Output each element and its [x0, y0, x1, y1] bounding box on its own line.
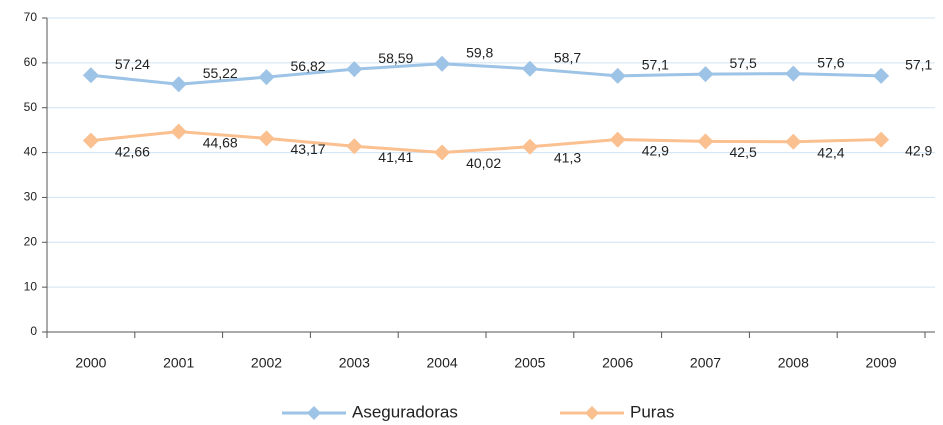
- data-label: 44,68: [203, 134, 238, 150]
- legend-marker: [307, 406, 321, 420]
- marker: [258, 69, 275, 86]
- marker: [785, 133, 802, 150]
- data-label: 43,17: [291, 141, 326, 157]
- x-tick-label: 2001: [163, 355, 194, 371]
- y-tick-label: 30: [24, 190, 38, 204]
- marker: [873, 67, 890, 84]
- x-tick-label: 2002: [251, 355, 282, 371]
- data-label: 42,4: [817, 145, 844, 161]
- marker: [697, 133, 714, 150]
- data-label: 42,66: [115, 143, 150, 159]
- data-label: 41,3: [554, 149, 581, 165]
- x-tick-label: 2000: [75, 355, 106, 371]
- y-tick-label: 10: [24, 279, 38, 293]
- x-tick-label: 2005: [514, 355, 545, 371]
- marker: [609, 67, 626, 84]
- marker: [434, 144, 451, 161]
- marker: [434, 55, 451, 72]
- data-label: 42,5: [730, 144, 757, 160]
- x-tick-label: 2003: [339, 355, 370, 371]
- x-tick-label: 2007: [690, 355, 721, 371]
- legend-label: Aseguradoras: [352, 402, 458, 421]
- series-line: [90, 130, 882, 154]
- y-tick-label: 50: [24, 100, 38, 114]
- data-label: 58,7: [554, 49, 581, 65]
- data-label: 42,9: [642, 142, 669, 158]
- data-label: 58,59: [378, 50, 413, 66]
- marker: [258, 130, 275, 147]
- x-tick-label: 2004: [427, 355, 458, 371]
- marker: [346, 138, 363, 155]
- data-label: 57,24: [115, 56, 150, 72]
- y-tick-label: 70: [24, 10, 38, 24]
- data-label: 40,02: [466, 155, 501, 171]
- data-label: 57,1: [905, 57, 932, 73]
- marker: [170, 76, 187, 93]
- marker: [697, 66, 714, 83]
- x-tick-label: 2006: [602, 355, 633, 371]
- data-label: 41,41: [378, 149, 413, 165]
- data-label: 57,6: [817, 54, 844, 70]
- marker: [785, 65, 802, 82]
- marker: [873, 131, 890, 148]
- y-tick-label: 40: [24, 145, 38, 159]
- data-label: 56,82: [291, 58, 326, 74]
- data-label: 42,9: [905, 142, 932, 158]
- marker: [346, 61, 363, 78]
- y-tick-label: 0: [30, 324, 37, 338]
- marker: [170, 123, 187, 140]
- data-label: 55,22: [203, 65, 238, 81]
- legend-label: Puras: [630, 402, 674, 421]
- y-tick-label: 20: [24, 234, 38, 248]
- data-label: 59,8: [466, 44, 493, 60]
- marker: [82, 67, 99, 84]
- y-tick-label: 60: [24, 55, 38, 69]
- x-tick-label: 2008: [778, 355, 809, 371]
- marker: [521, 60, 538, 77]
- x-tick-label: 2009: [866, 355, 897, 371]
- marker: [82, 132, 99, 149]
- data-label: 57,1: [642, 57, 669, 73]
- marker: [521, 138, 538, 155]
- data-label: 57,5: [730, 55, 757, 71]
- legend-marker: [585, 406, 599, 420]
- marker: [609, 131, 626, 148]
- series-line: [90, 62, 882, 86]
